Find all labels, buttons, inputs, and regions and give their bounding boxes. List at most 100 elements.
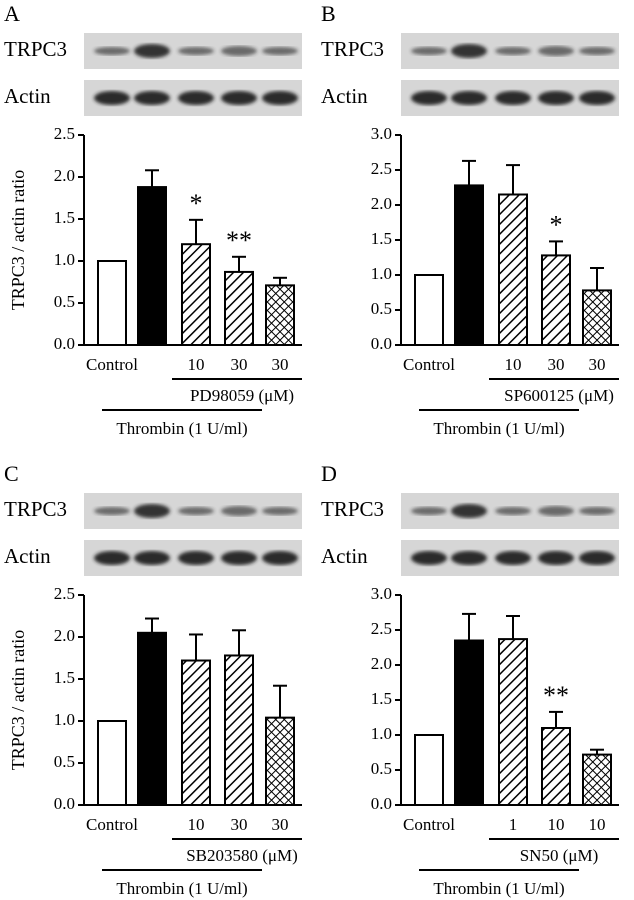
bar [265, 716, 295, 807]
blot-band [538, 551, 574, 565]
blot-label: Actin [321, 84, 368, 108]
x-tick-label: 10 [505, 355, 522, 374]
y-tick-label: 1.5 [371, 229, 392, 248]
y-axis-label: TRPC3 / actin ratio [8, 630, 28, 770]
y-tick-label: 1.5 [371, 689, 392, 708]
blot-band [495, 91, 531, 105]
x-tick-label: 30 [548, 355, 565, 374]
bar [541, 727, 571, 806]
blot-band [495, 47, 531, 55]
blot-band [94, 47, 130, 55]
bar [224, 654, 254, 806]
blot-band [262, 507, 298, 515]
blot-band [411, 47, 447, 55]
blot-band [411, 507, 447, 515]
blot-band [178, 551, 214, 565]
y-tick-label: 1.5 [54, 668, 75, 687]
x-tick-label: Control [86, 355, 138, 374]
bar [137, 631, 167, 806]
y-tick-label: 1.0 [371, 264, 392, 283]
y-tick-label: 0.5 [371, 299, 392, 318]
x-tick-label: 30 [231, 355, 248, 374]
blot-band [495, 551, 531, 565]
bar [97, 260, 127, 346]
significance: ** [543, 681, 569, 710]
treatment-label: Thrombin (1 U/ml) [433, 879, 564, 898]
blot-label: Actin [321, 544, 368, 568]
bar [414, 274, 444, 346]
x-tick-label: 30 [589, 355, 606, 374]
blot-band [451, 551, 487, 565]
y-tick-label: 0.0 [54, 334, 75, 353]
bar [181, 659, 211, 806]
y-tick-label: 2.0 [371, 654, 392, 673]
blot-band [178, 507, 214, 515]
y-tick-label: 1.0 [54, 710, 75, 729]
y-tick-label: 2.5 [371, 619, 392, 638]
panel: D TRPC3 Actin 0.0 0.5 1.0 1.5 2.0 2.5 3.0 Control 1… [321, 461, 619, 898]
y-tick-label: 0.0 [371, 334, 392, 353]
y-tick-label: 3.0 [371, 124, 392, 143]
y-tick-label: 2.5 [54, 124, 75, 143]
treatment-label: Thrombin (1 U/ml) [433, 419, 564, 438]
treatment-label: Thrombin (1 U/ml) [116, 879, 247, 898]
blot-band [262, 551, 298, 565]
blot-band [262, 47, 298, 55]
y-tick-label: 0.5 [54, 752, 75, 771]
x-tick-label: 10 [188, 815, 205, 834]
blot-band [451, 504, 487, 518]
y-tick-label: 1.0 [54, 250, 75, 269]
bar [541, 254, 571, 346]
bar [224, 270, 254, 347]
blot-band [134, 551, 170, 565]
blot-band [538, 46, 574, 56]
blot-band [221, 46, 257, 56]
blot-band [134, 91, 170, 105]
panel-label: B [321, 1, 336, 26]
y-tick-label: 2.0 [54, 166, 75, 185]
x-tick-label: 10 [188, 355, 205, 374]
drug-label: SP600125 (μM) [504, 386, 614, 405]
drug-label: SB203580 (μM) [186, 846, 298, 865]
blot-band [579, 507, 615, 515]
significance: ** [226, 226, 252, 255]
blot-band [178, 47, 214, 55]
x-tick-label: 10 [589, 815, 606, 834]
panel-label: C [4, 461, 19, 486]
blot-band [538, 506, 574, 516]
bar [582, 753, 612, 807]
x-tick-label: Control [403, 355, 455, 374]
bar [137, 186, 167, 346]
blot-band [94, 91, 130, 105]
bar [181, 243, 211, 346]
bar [265, 284, 295, 346]
blot-label: Actin [4, 84, 51, 108]
treatment-label: Thrombin (1 U/ml) [116, 419, 247, 438]
blot-band [411, 551, 447, 565]
y-tick-label: 2.5 [54, 584, 75, 603]
y-tick-label: 1.5 [54, 208, 75, 227]
y-tick-label: 0.5 [371, 759, 392, 778]
y-tick-label: 0.5 [54, 292, 75, 311]
blot-band [411, 91, 447, 105]
x-tick-label: Control [86, 815, 138, 834]
bar [498, 638, 528, 806]
y-tick-label: 2.0 [371, 194, 392, 213]
blot-band [134, 504, 170, 518]
x-tick-label: Control [403, 815, 455, 834]
x-tick-label: 30 [272, 815, 289, 834]
blot-band [579, 551, 615, 565]
blot-band [579, 47, 615, 55]
y-tick-label: 2.5 [371, 159, 392, 178]
drug-label: PD98059 (μM) [190, 386, 294, 405]
y-tick-label: 0.0 [371, 794, 392, 813]
y-axis-label: TRPC3 / actin ratio [8, 170, 28, 310]
blot-band [178, 91, 214, 105]
blot-label: TRPC3 [4, 497, 67, 521]
significance: * [190, 189, 203, 218]
blot-band [221, 506, 257, 516]
blot-label: TRPC3 [321, 37, 384, 61]
blot-label: Actin [4, 544, 51, 568]
bar [97, 720, 127, 806]
blot-label: TRPC3 [321, 497, 384, 521]
